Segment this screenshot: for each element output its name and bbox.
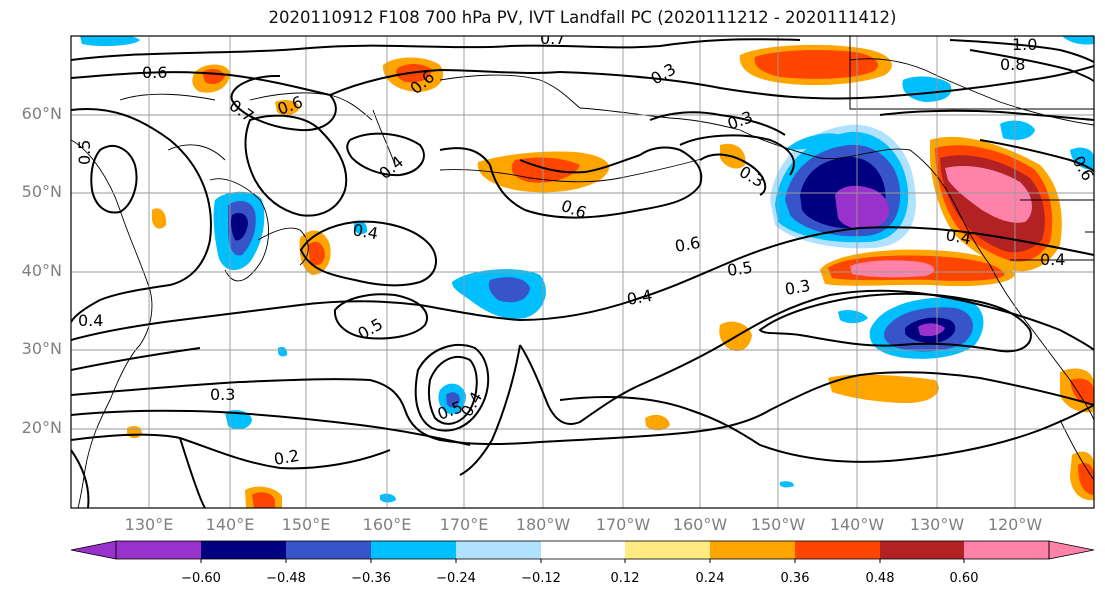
colorbar-segment (286, 541, 371, 559)
map-frame (70, 35, 1095, 509)
contour-label: 0.8 (1000, 55, 1025, 74)
colorbar-segment (371, 541, 456, 559)
negative-anomaly-33n (869, 297, 984, 359)
lon-label: 130°E (124, 515, 174, 534)
lon-label: 180°W (515, 515, 571, 534)
colorbar-segment (880, 541, 964, 559)
colorbar-tick: −0.60 (181, 571, 221, 586)
colorbar-tick: 0.48 (865, 571, 895, 586)
positive-anomaly-bering (192, 57, 444, 116)
lat-label: 50°N (21, 182, 62, 201)
lat-label: 20°N (21, 418, 62, 437)
map-title: 2020110912 F108 700 hPa PV, IVT Landfall… (268, 8, 897, 27)
colorbar-tick: −0.24 (436, 571, 476, 586)
positive-anomaly-band-40n (820, 249, 1015, 287)
contour-label: 0.4 (1040, 250, 1065, 269)
lon-label: 140°W (829, 515, 885, 534)
colorbar-tick: 0.60 (949, 571, 979, 586)
colorbar-tick: −0.48 (266, 571, 306, 586)
boundaries (849, 36, 1094, 290)
negative-anomaly-ne-pacific (770, 124, 916, 249)
colorbar-tick: 0.12 (610, 571, 640, 586)
lon-label: 170°E (439, 515, 489, 534)
negative-anomaly-japan (213, 191, 265, 271)
map-content: 0.6 0.7 0.6 0.6 0.5 0.4 0.3 0.4 0.5 0.3 … (71, 29, 1094, 508)
contour-label: 0.2 (272, 446, 300, 469)
positive-anomaly-gulf-alaska (739, 44, 892, 86)
colorbar-segment (625, 541, 710, 559)
lon-label: 150°E (281, 515, 331, 534)
contour-label: 0.5 (726, 258, 754, 280)
lon-label: 150°W (750, 515, 806, 534)
colorbar-tick: −0.36 (351, 571, 391, 586)
contour-label: 0.6 (673, 233, 701, 256)
contour-label: 0.3 (783, 276, 811, 299)
lat-label: 60°N (21, 104, 62, 123)
colorbar-tick: 0.36 (780, 571, 810, 586)
colorbar-segment (710, 541, 795, 559)
colorbar-tick: 0.24 (695, 571, 725, 586)
lon-label: 160°E (362, 515, 412, 534)
contour-label: 0.4 (78, 311, 103, 330)
colorbar-segment (964, 541, 1049, 559)
colorbar (70, 540, 1095, 563)
colorbar-segment (201, 541, 286, 559)
colorbar-extend-high (1048, 540, 1095, 560)
colorbar-extend-low (70, 540, 117, 560)
pv-contours (71, 38, 1094, 508)
lon-label: 140°E (205, 515, 255, 534)
graticule (71, 36, 1094, 508)
lon-label: 130°W (909, 515, 965, 534)
negative-anomaly-175e (452, 269, 546, 319)
shaded-anomalies (80, 36, 1094, 508)
contour-label: 1.0 (1012, 35, 1037, 54)
colorbar-tick: −0.12 (521, 571, 561, 586)
contour-label: 0.6 (142, 63, 167, 82)
contour-label: 0.5 (75, 140, 94, 165)
lon-label: 160°W (672, 515, 728, 534)
colorbar-segment (116, 541, 201, 559)
lat-label: 40°N (21, 261, 62, 280)
lon-label: 120°W (987, 515, 1043, 534)
contour-label: 0.4 (625, 286, 653, 309)
colorbar-segment (541, 541, 625, 559)
colorbar-segment (456, 541, 541, 559)
contour-label: 0.4 (944, 225, 972, 248)
contour-label: 0.7 (540, 29, 565, 48)
contour-label: 0.3 (210, 385, 235, 404)
small-anomalies (80, 36, 1094, 508)
colorbar-segment (795, 541, 880, 559)
lat-label: 30°N (21, 339, 62, 358)
contour-label: 0.4 (351, 220, 379, 243)
lon-label: 170°W (595, 515, 651, 534)
